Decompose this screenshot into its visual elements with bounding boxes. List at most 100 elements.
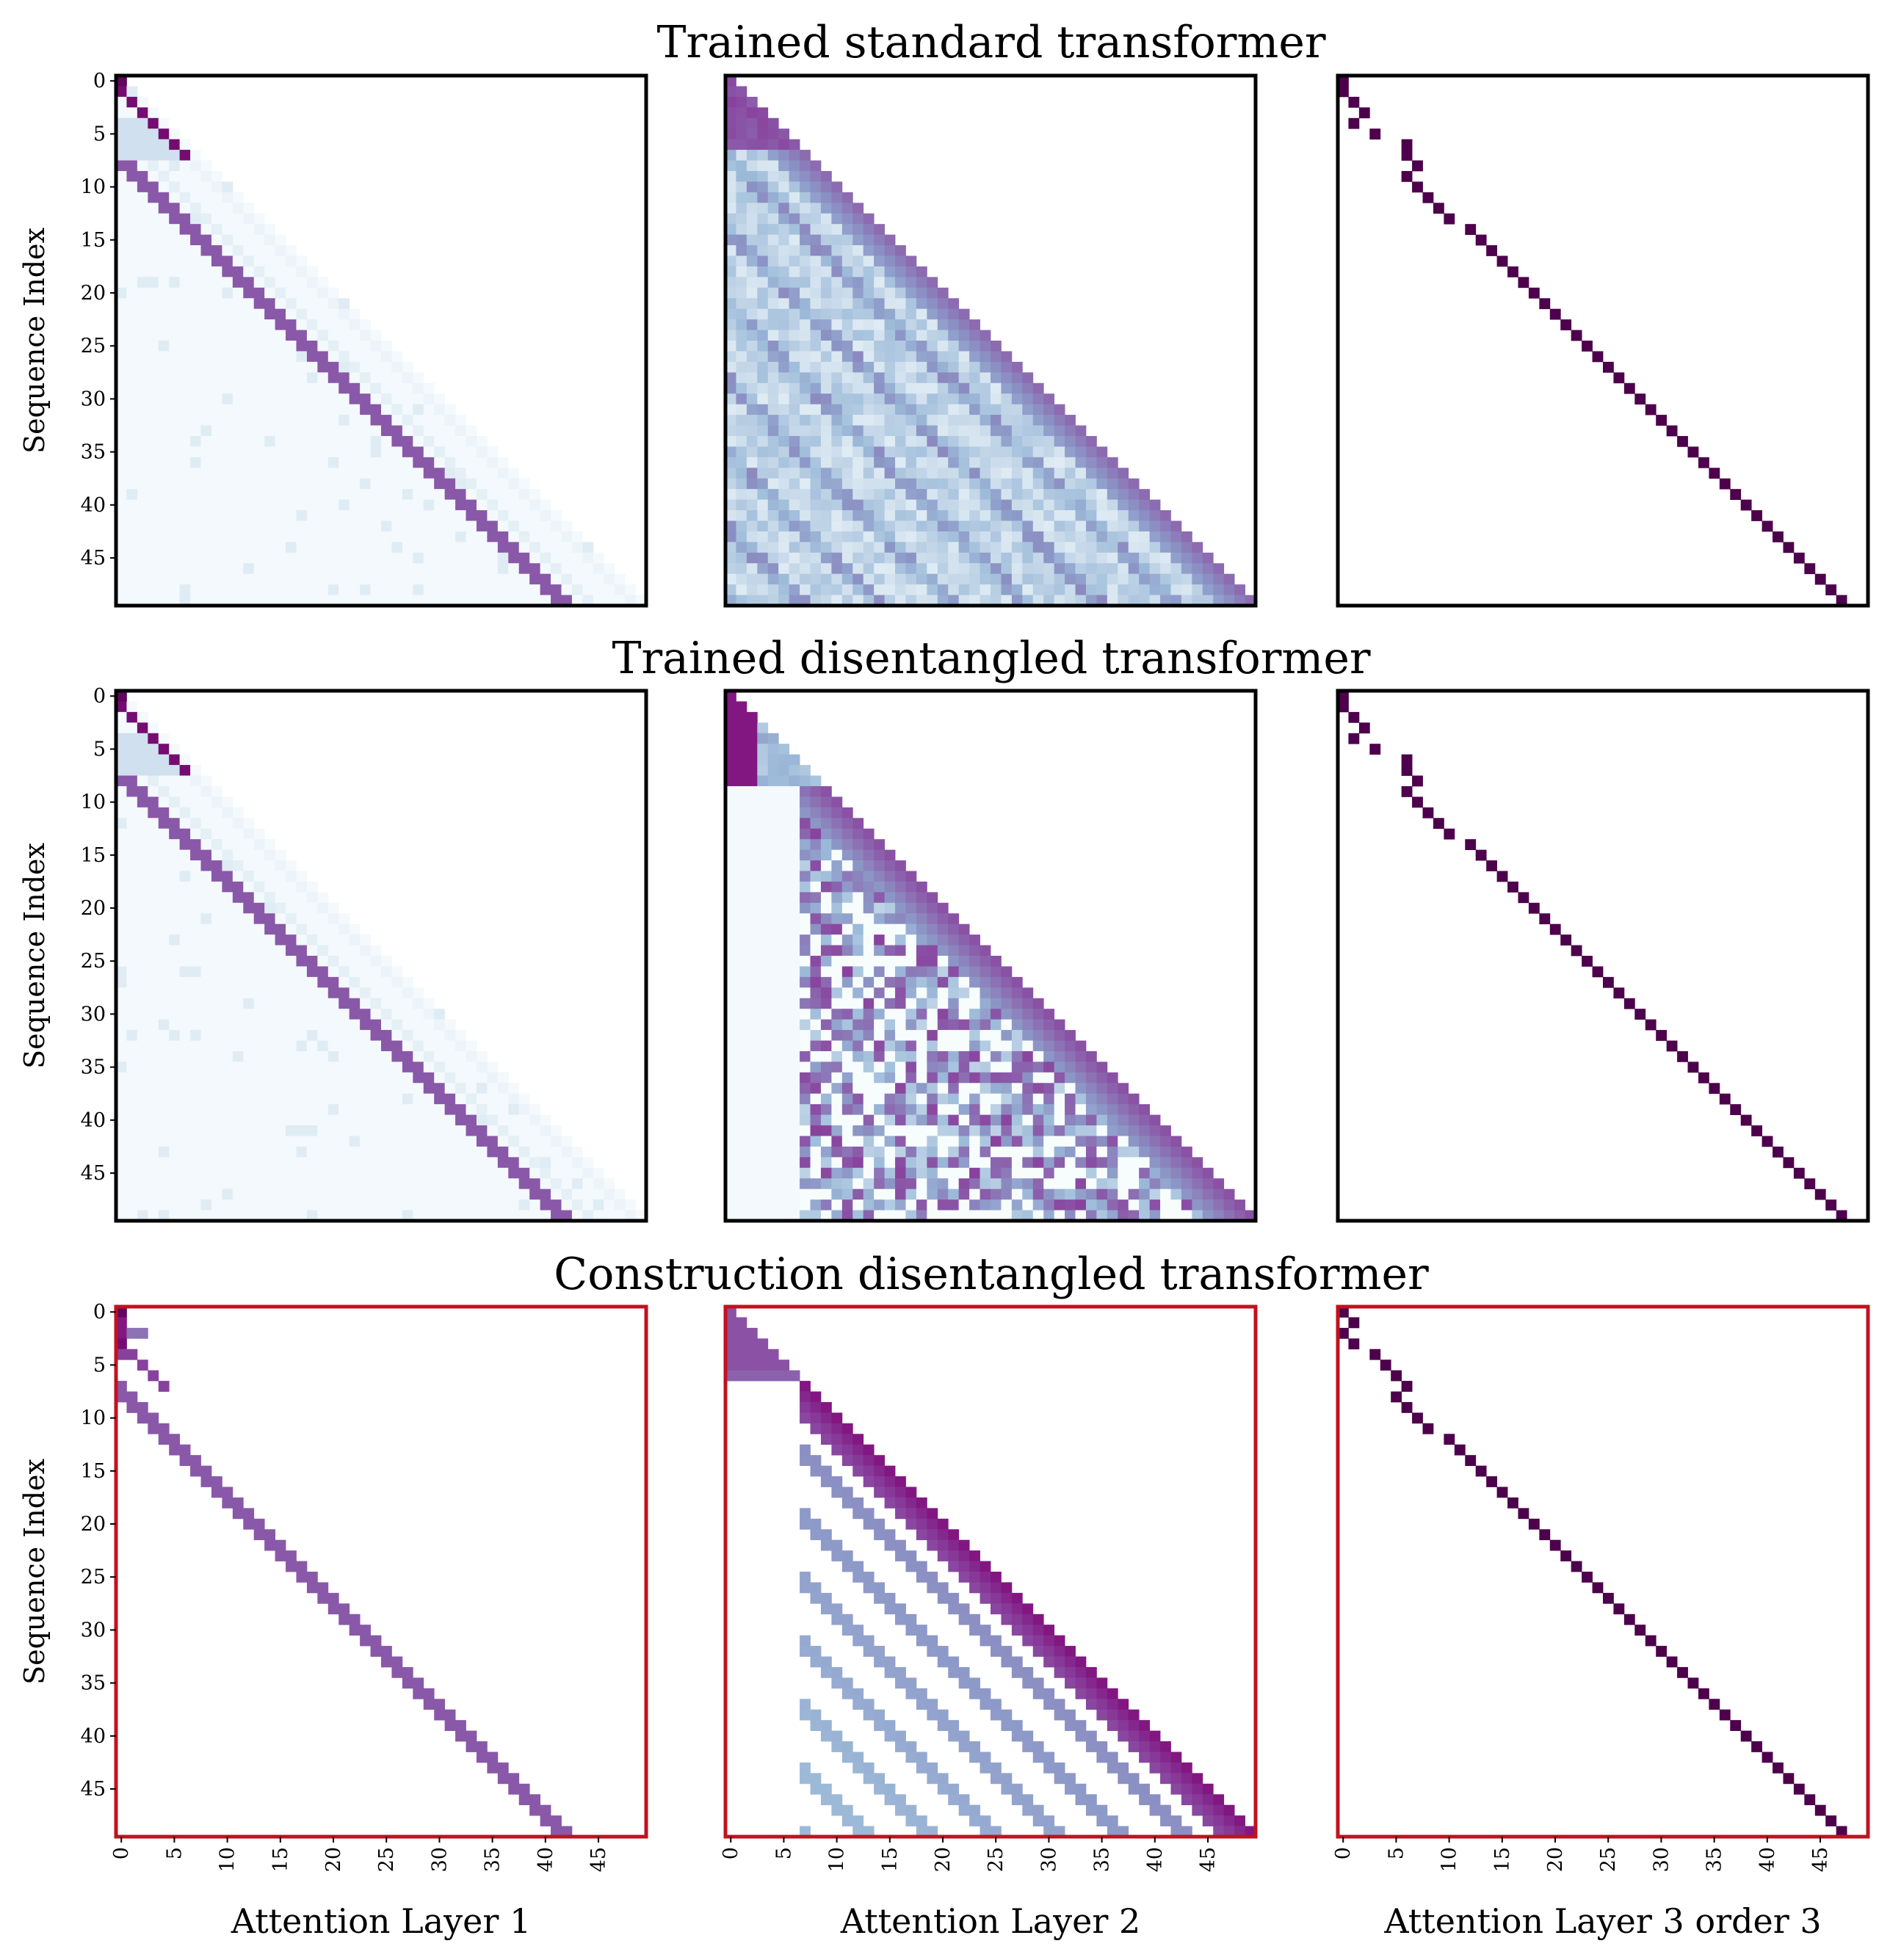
heatmap-cell <box>286 892 297 904</box>
heatmap-cell <box>296 563 308 575</box>
heatmap-cell <box>1011 1040 1023 1052</box>
heatmap-cell <box>1022 1125 1034 1136</box>
heatmap-cell <box>529 1125 540 1136</box>
heatmap-cell <box>767 828 779 840</box>
heatmap-cell <box>841 966 853 978</box>
heatmap-cell <box>190 1157 201 1169</box>
heatmap-cell <box>296 1050 308 1062</box>
heatmap-cell <box>746 160 758 172</box>
heatmap-cell <box>200 499 212 511</box>
heatmap-cell <box>116 372 127 384</box>
heatmap-cell <box>275 1093 286 1105</box>
heatmap-cell <box>529 510 540 521</box>
heatmap-cell <box>841 839 853 850</box>
heatmap-cell <box>391 468 403 479</box>
heatmap-cell <box>757 393 769 405</box>
heatmap-cell <box>820 1019 832 1031</box>
heatmap-cell <box>725 170 736 182</box>
heatmap-cell <box>349 1019 361 1031</box>
heatmap-cell <box>391 361 403 373</box>
heatmap-cell <box>444 1167 456 1179</box>
heatmap-cell <box>434 1114 446 1126</box>
heatmap-cell <box>349 308 361 320</box>
heatmap-cell <box>338 1210 350 1222</box>
heatmap-cell <box>1181 584 1192 595</box>
heatmap-cell <box>275 372 286 384</box>
heatmap-cell <box>916 457 927 468</box>
heatmap-cell <box>349 457 361 468</box>
heatmap-cell <box>275 499 286 511</box>
heatmap-cell <box>1149 1136 1161 1147</box>
heatmap-cell <box>137 520 148 532</box>
heatmap-cell <box>767 1050 779 1062</box>
heatmap-cell <box>1160 595 1171 606</box>
heatmap-cell <box>571 531 583 542</box>
heatmap-cell <box>1149 1146 1161 1158</box>
heatmap-cell <box>831 552 843 564</box>
heatmap-cell <box>391 573 403 585</box>
heatmap-cell <box>222 277 233 288</box>
heatmap-cell <box>1054 595 1065 606</box>
heatmap-cell <box>778 552 790 564</box>
heatmap-cell <box>969 330 980 341</box>
heatmap-cell <box>820 807 832 819</box>
heatmap-cell <box>158 1072 170 1084</box>
heatmap-cell <box>852 393 864 405</box>
heatmap-cell <box>969 1093 980 1105</box>
heatmap-cell <box>264 1061 275 1073</box>
heatmap-cell <box>561 1146 573 1158</box>
heatmap-cell <box>317 976 329 988</box>
heatmap-cell <box>905 319 917 330</box>
heatmap-cell <box>264 425 275 437</box>
heatmap-cell <box>338 1157 350 1169</box>
heatmap-cell <box>852 1093 864 1105</box>
heatmap-cell <box>286 308 297 320</box>
heatmap-cell <box>1032 1083 1044 1095</box>
heatmap-cell <box>476 1199 488 1211</box>
heatmap-cell <box>841 287 853 299</box>
y-tick-label: 20 <box>81 282 106 305</box>
heatmap-cell <box>810 520 822 532</box>
heatmap-cell <box>757 425 769 437</box>
heatmap-cell <box>137 1178 148 1190</box>
heatmap-cell <box>831 871 843 882</box>
heatmap-cell <box>736 1114 747 1126</box>
heatmap-cell <box>338 987 350 999</box>
heatmap-cell <box>980 510 991 521</box>
heatmap-cell <box>476 573 488 585</box>
heatmap-cell <box>253 415 265 426</box>
heatmap-cell <box>571 542 583 553</box>
panel-frame <box>723 73 1258 608</box>
heatmap-cell <box>767 361 779 373</box>
heatmap-cell <box>778 415 790 426</box>
heatmap-cell <box>487 531 499 542</box>
heatmap-cell <box>810 913 822 925</box>
heatmap-cell <box>874 457 885 468</box>
heatmap-cell <box>360 1210 371 1222</box>
heatmap-cell <box>757 520 769 532</box>
heatmap-cell <box>327 330 339 341</box>
heatmap-cell <box>327 415 339 426</box>
heatmap-cell <box>969 361 980 373</box>
heatmap-cell <box>413 393 424 405</box>
heatmap-cell <box>169 595 181 606</box>
heatmap-cell <box>725 1072 736 1084</box>
heatmap-cell <box>746 881 758 893</box>
heatmap-cell <box>551 1125 562 1136</box>
heatmap-cell <box>1032 404 1044 415</box>
heatmap-cell <box>1139 573 1150 585</box>
heatmap-cell <box>360 510 371 521</box>
heatmap-cell <box>423 1030 435 1041</box>
heatmap-cell <box>778 255 790 267</box>
heatmap-cell <box>158 563 170 575</box>
heatmap-cell <box>874 308 885 320</box>
heatmap-cell <box>800 234 811 246</box>
heatmap-cell <box>757 107 769 119</box>
heatmap-cell <box>725 499 736 511</box>
heatmap-cell <box>1011 415 1023 426</box>
heatmap-cell <box>895 1083 906 1095</box>
heatmap-cell <box>286 1072 297 1084</box>
heatmap-cell <box>222 552 233 564</box>
heatmap-cell <box>518 531 530 542</box>
heatmap-cell <box>349 393 361 405</box>
